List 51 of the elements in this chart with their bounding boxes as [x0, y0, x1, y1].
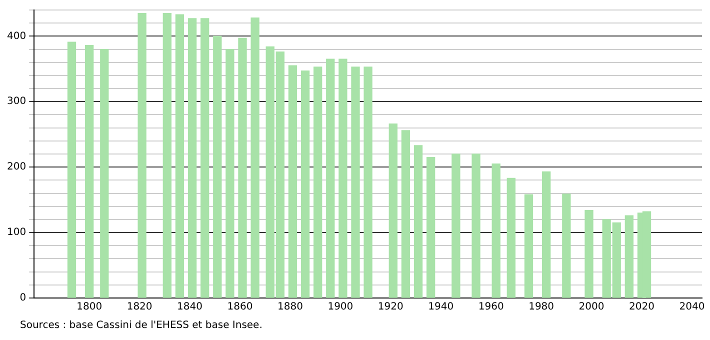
bar — [472, 154, 480, 298]
x-tick-label: 1980 — [528, 302, 554, 313]
bar — [624, 215, 634, 298]
bar — [67, 42, 76, 298]
bar — [351, 66, 360, 298]
bar — [138, 12, 146, 298]
bar — [524, 194, 534, 298]
x-tick-label: 1840 — [177, 302, 202, 313]
y-tick-label: 0 — [20, 292, 26, 304]
bar — [162, 12, 172, 298]
x-tick-label: 1820 — [126, 302, 152, 313]
y-tick-label: 300 — [6, 96, 26, 108]
bar — [85, 45, 94, 298]
bar — [388, 124, 398, 298]
bar — [238, 38, 247, 298]
source-note: Sources : base Cassini de l'EHESS et base Insee. — [20, 320, 262, 331]
x-tick-label: 1880 — [277, 302, 303, 313]
bar — [313, 66, 322, 298]
bar — [414, 145, 423, 298]
bar — [200, 18, 210, 298]
bar — [100, 48, 109, 298]
bar — [426, 156, 436, 298]
bar — [542, 171, 551, 298]
bar — [338, 58, 348, 298]
x-tick-label: 1960 — [478, 302, 504, 313]
x-tick-label: 1860 — [227, 302, 253, 313]
x-tick-label: 1900 — [328, 302, 354, 313]
bar — [506, 178, 516, 298]
bar — [188, 18, 197, 298]
bar — [250, 18, 260, 298]
bar — [452, 154, 460, 298]
y-tick-label: 200 — [6, 162, 26, 173]
y-tick-label: 400 — [6, 30, 26, 42]
bar — [226, 48, 234, 298]
bar — [562, 194, 571, 298]
x-tick-label: 2040 — [679, 302, 705, 313]
x-tick-label: 2000 — [578, 302, 604, 313]
bar — [401, 130, 410, 298]
bar — [584, 210, 594, 298]
y-tick-label: 100 — [6, 227, 26, 238]
bar — [326, 58, 335, 298]
bar — [288, 65, 298, 298]
x-tick-label: 1920 — [378, 302, 404, 313]
x-tick-label: 1940 — [428, 302, 454, 313]
bar — [175, 14, 184, 298]
x-tick-label: 2020 — [629, 302, 654, 313]
x-tick-label: 1800 — [76, 302, 102, 313]
bar — [364, 66, 372, 298]
bar — [492, 163, 500, 298]
bar — [300, 70, 310, 298]
bar — [213, 36, 222, 298]
